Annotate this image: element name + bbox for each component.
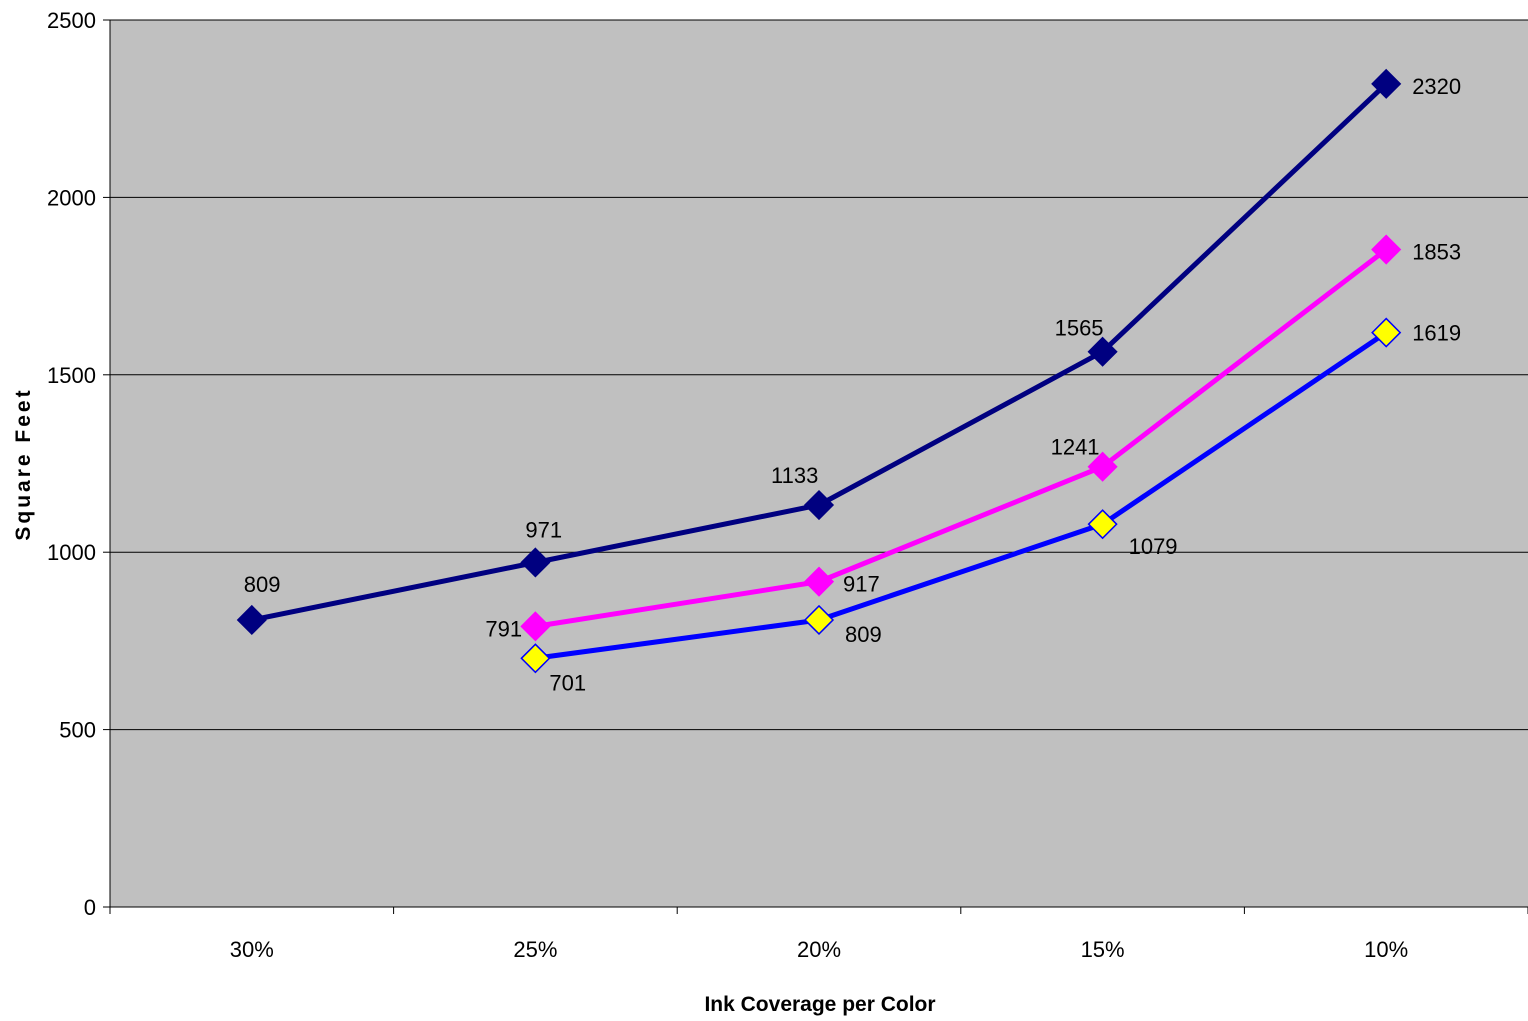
data-point-marker xyxy=(1087,509,1118,540)
y-axis-title: Square Feet xyxy=(12,387,35,540)
data-label: 1079 xyxy=(1129,534,1178,559)
data-label: 1565 xyxy=(1055,316,1104,341)
data-label: 917 xyxy=(843,572,880,597)
data-point-marker xyxy=(1087,451,1118,482)
series-line-3 xyxy=(535,330,1388,661)
x-tick-label: 10% xyxy=(1364,937,1408,962)
data-labels: 809 971 1133 1565 2320 791 917 1241 1853 701 809 10… xyxy=(244,74,1461,695)
data-label: 971 xyxy=(525,517,562,542)
y-tick-label: 0 xyxy=(84,895,96,920)
axes xyxy=(103,19,1528,914)
data-point-marker xyxy=(520,547,551,578)
y-tick-label: 1000 xyxy=(47,540,96,565)
x-tick-label: 20% xyxy=(797,937,841,962)
x-tick-label: 15% xyxy=(1081,937,1125,962)
data-point-marker xyxy=(803,566,835,597)
data-label: 809 xyxy=(244,572,281,597)
x-tick-label: 25% xyxy=(513,937,557,962)
y-tick-labels: 0 500 1000 1500 2000 2500 xyxy=(47,8,96,920)
data-point-marker xyxy=(520,611,551,642)
data-point-marker xyxy=(1371,68,1402,99)
y-tick-label: 2000 xyxy=(47,185,96,210)
data-label: 1619 xyxy=(1412,321,1461,346)
data-label: 2320 xyxy=(1412,74,1461,99)
x-axis-title: Ink Coverage per Color xyxy=(704,993,935,1016)
series-markers xyxy=(236,68,1402,674)
x-tick-label: 30% xyxy=(230,937,274,962)
plot-area xyxy=(110,20,1528,907)
y-tick-label: 2500 xyxy=(47,8,96,33)
data-point-marker xyxy=(803,489,835,521)
data-point-marker xyxy=(520,643,551,674)
data-point-marker xyxy=(1087,336,1118,367)
data-label: 791 xyxy=(485,616,522,641)
gridlines xyxy=(110,19,1528,731)
data-label: 1241 xyxy=(1051,435,1100,460)
y-tick-label: 500 xyxy=(59,718,96,743)
data-point-marker xyxy=(803,604,835,636)
series-line-2 xyxy=(535,247,1388,629)
x-tick-labels: 30% 25% 20% 15% 10% xyxy=(230,937,1408,962)
data-point-marker xyxy=(1371,317,1402,348)
data-label: 701 xyxy=(549,670,586,695)
y-tick-label: 1500 xyxy=(47,363,96,388)
data-label: 809 xyxy=(845,622,882,647)
data-label: 1853 xyxy=(1412,240,1461,265)
data-label: 1133 xyxy=(771,463,818,488)
data-point-marker xyxy=(236,604,267,636)
data-point-marker xyxy=(1371,234,1402,265)
